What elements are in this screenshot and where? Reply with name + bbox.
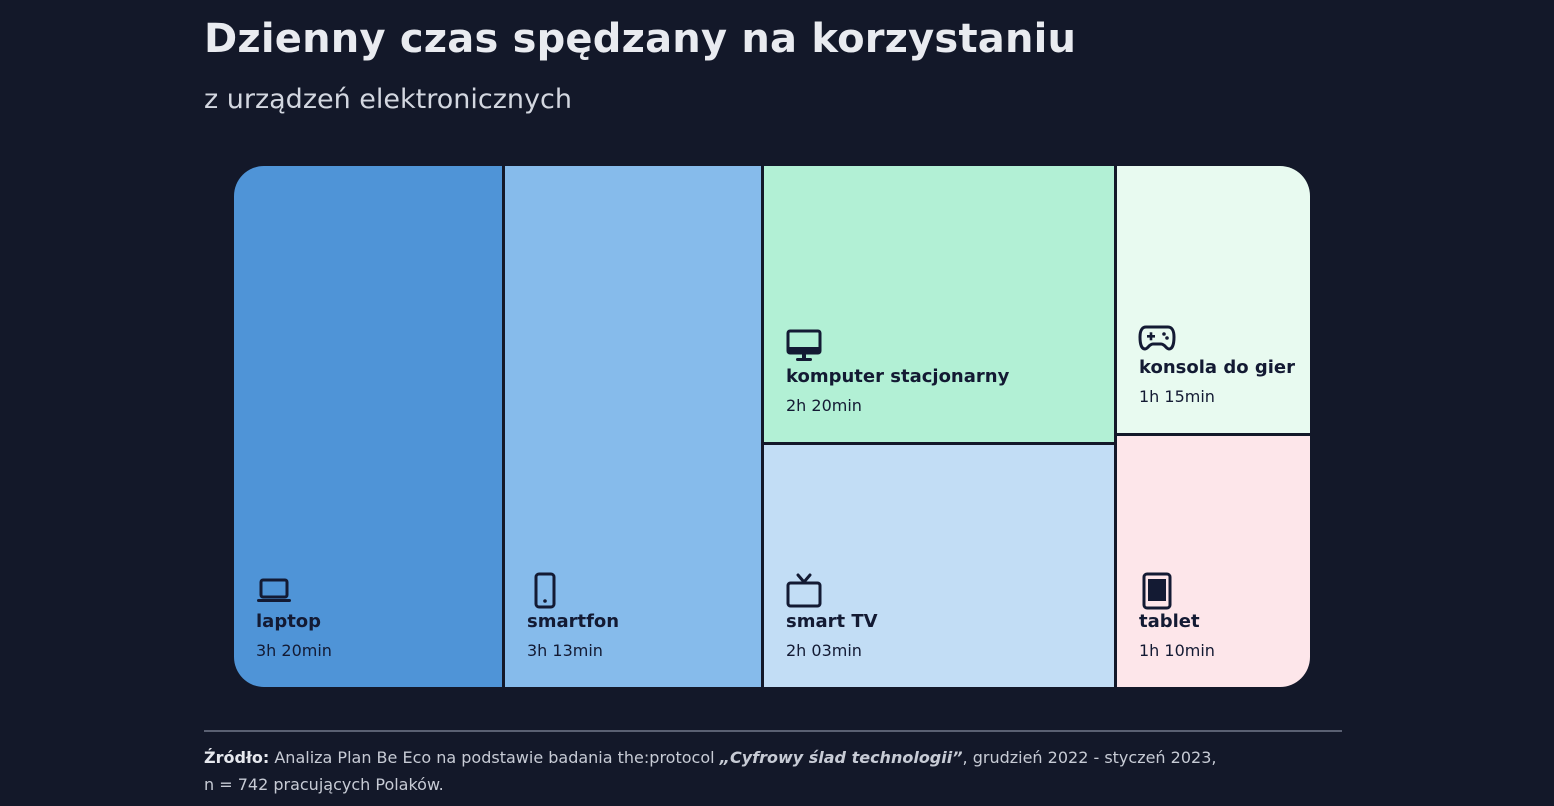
treemap: laptop 3h 20min smartfon 3h 13min komputer s… [234, 166, 1310, 687]
tile-label: konsola do gier [1139, 357, 1295, 378]
tile-value: 3h 13min [527, 641, 603, 660]
source-line2: n = 742 pracujących Polaków. [204, 775, 444, 794]
source-study-title: „Cyfrowy ślad technologii” [719, 748, 963, 767]
tile-label: tablet [1139, 611, 1200, 632]
tile-komputer-stacjonarny: komputer stacjonarny 2h 20min [764, 166, 1114, 442]
desktop-monitor-icon [784, 326, 824, 366]
tile-label: smart TV [786, 611, 878, 632]
tile-value: 1h 10min [1139, 641, 1215, 660]
smartphone-icon [525, 571, 565, 611]
laptop-icon [254, 571, 294, 611]
tile-value: 2h 03min [786, 641, 862, 660]
tile-smart-tv: smart TV 2h 03min [764, 445, 1114, 687]
source-text-after: , grudzień 2022 - styczeń 2023, [962, 748, 1217, 767]
chart-title: Dzienny czas spędzany na korzystaniu [204, 16, 1077, 62]
tile-laptop: laptop 3h 20min [234, 166, 502, 687]
tile-label: komputer stacjonarny [786, 366, 1010, 387]
tile-value: 1h 15min [1139, 387, 1215, 406]
source-text-before: Analiza Plan Be Eco na podstawie badania… [269, 748, 720, 767]
divider [204, 730, 1342, 732]
tile-label: laptop [256, 611, 322, 632]
tile-tablet: tablet 1h 10min [1117, 436, 1310, 687]
tile-label: smartfon [527, 611, 620, 632]
tablet-icon [1137, 571, 1177, 611]
chart-subtitle: z urządzeń elektronicznych [204, 84, 572, 115]
source-note: Źródło: Analiza Plan Be Eco na podstawie… [204, 744, 1344, 798]
tile-value: 2h 20min [786, 396, 862, 415]
tile-smartfon: smartfon 3h 13min [505, 166, 761, 687]
tile-value: 3h 20min [256, 641, 332, 660]
tv-icon [784, 571, 824, 611]
source-lead: Źródło: [204, 748, 270, 767]
tile-konsola-do-gier: konsola do gier 1h 15min [1117, 166, 1310, 433]
gamepad-icon [1137, 317, 1177, 357]
